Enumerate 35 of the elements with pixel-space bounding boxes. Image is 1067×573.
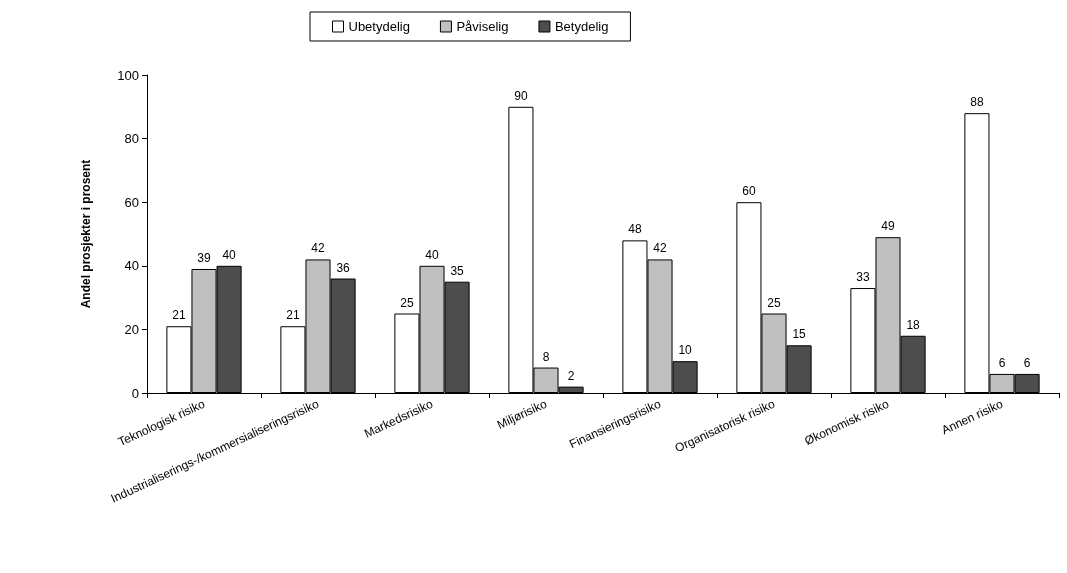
data-label: 60 bbox=[742, 184, 756, 199]
data-label: 88 bbox=[970, 95, 984, 110]
y-axis-title: Andel prosjekter i prosent bbox=[79, 159, 93, 309]
data-label: 15 bbox=[792, 327, 807, 342]
data-label: 6 bbox=[1023, 355, 1031, 370]
data-label: 36 bbox=[336, 260, 351, 275]
data-label: 33 bbox=[856, 270, 870, 285]
data-label: 35 bbox=[450, 263, 465, 278]
data-label: 90 bbox=[514, 88, 528, 103]
data-label: 21 bbox=[286, 308, 300, 323]
y-tick-label: 20 bbox=[124, 321, 139, 337]
data-label: 39 bbox=[197, 250, 211, 265]
data-label: 42 bbox=[653, 241, 667, 256]
x-tick-label: Annen risiko bbox=[939, 396, 1006, 438]
data-label: 40 bbox=[222, 247, 237, 262]
y-tick-label: 80 bbox=[124, 131, 139, 147]
y-tick-label: 0 bbox=[131, 385, 139, 401]
data-label: 25 bbox=[400, 295, 414, 310]
data-label: 6 bbox=[998, 355, 1006, 370]
data-label: 10 bbox=[678, 343, 693, 358]
legend-label: Ubetydelig bbox=[348, 19, 410, 34]
y-tick-label: 60 bbox=[124, 194, 139, 210]
data-label: 48 bbox=[628, 222, 642, 237]
data-label: 42 bbox=[311, 241, 325, 256]
data-label: 2 bbox=[567, 368, 575, 383]
data-label: 25 bbox=[767, 295, 781, 310]
legend-label: Påviselig bbox=[456, 19, 509, 34]
data-label: 40 bbox=[425, 247, 439, 262]
data-label: 8 bbox=[542, 349, 550, 364]
legend-label: Betydelig bbox=[554, 19, 609, 34]
data-label: 21 bbox=[172, 308, 186, 323]
data-label: 49 bbox=[881, 219, 895, 234]
data-label: 18 bbox=[906, 317, 921, 332]
y-tick-label: 100 bbox=[117, 67, 139, 83]
y-tick-label: 40 bbox=[124, 258, 139, 274]
